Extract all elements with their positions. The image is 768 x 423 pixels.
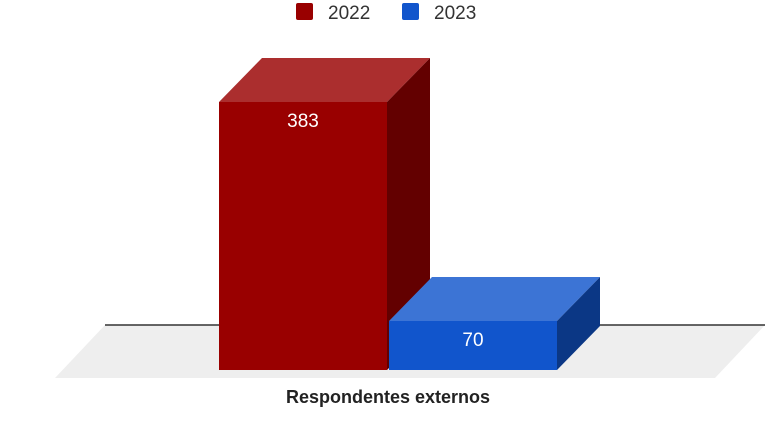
- data-label-2022: 383: [287, 111, 319, 132]
- legend-swatch-2022: [296, 3, 313, 20]
- bar-2022-front: [219, 102, 387, 370]
- bar-2023-top: [389, 277, 600, 322]
- bar-2023-front: [389, 321, 557, 370]
- bar-2022: 383: [219, 58, 430, 370]
- bar-2023: 70: [389, 277, 600, 370]
- legend-label-2023: 2023: [434, 3, 476, 24]
- bar-2022-top: [219, 58, 430, 102]
- legend: 2022 2023: [296, 3, 476, 24]
- data-label-2023: 70: [462, 330, 483, 351]
- legend-label-2022: 2022: [328, 3, 370, 24]
- bar-2023-side: [557, 277, 600, 370]
- category-label: Respondentes externos: [286, 387, 490, 407]
- legend-swatch-2023: [402, 3, 419, 20]
